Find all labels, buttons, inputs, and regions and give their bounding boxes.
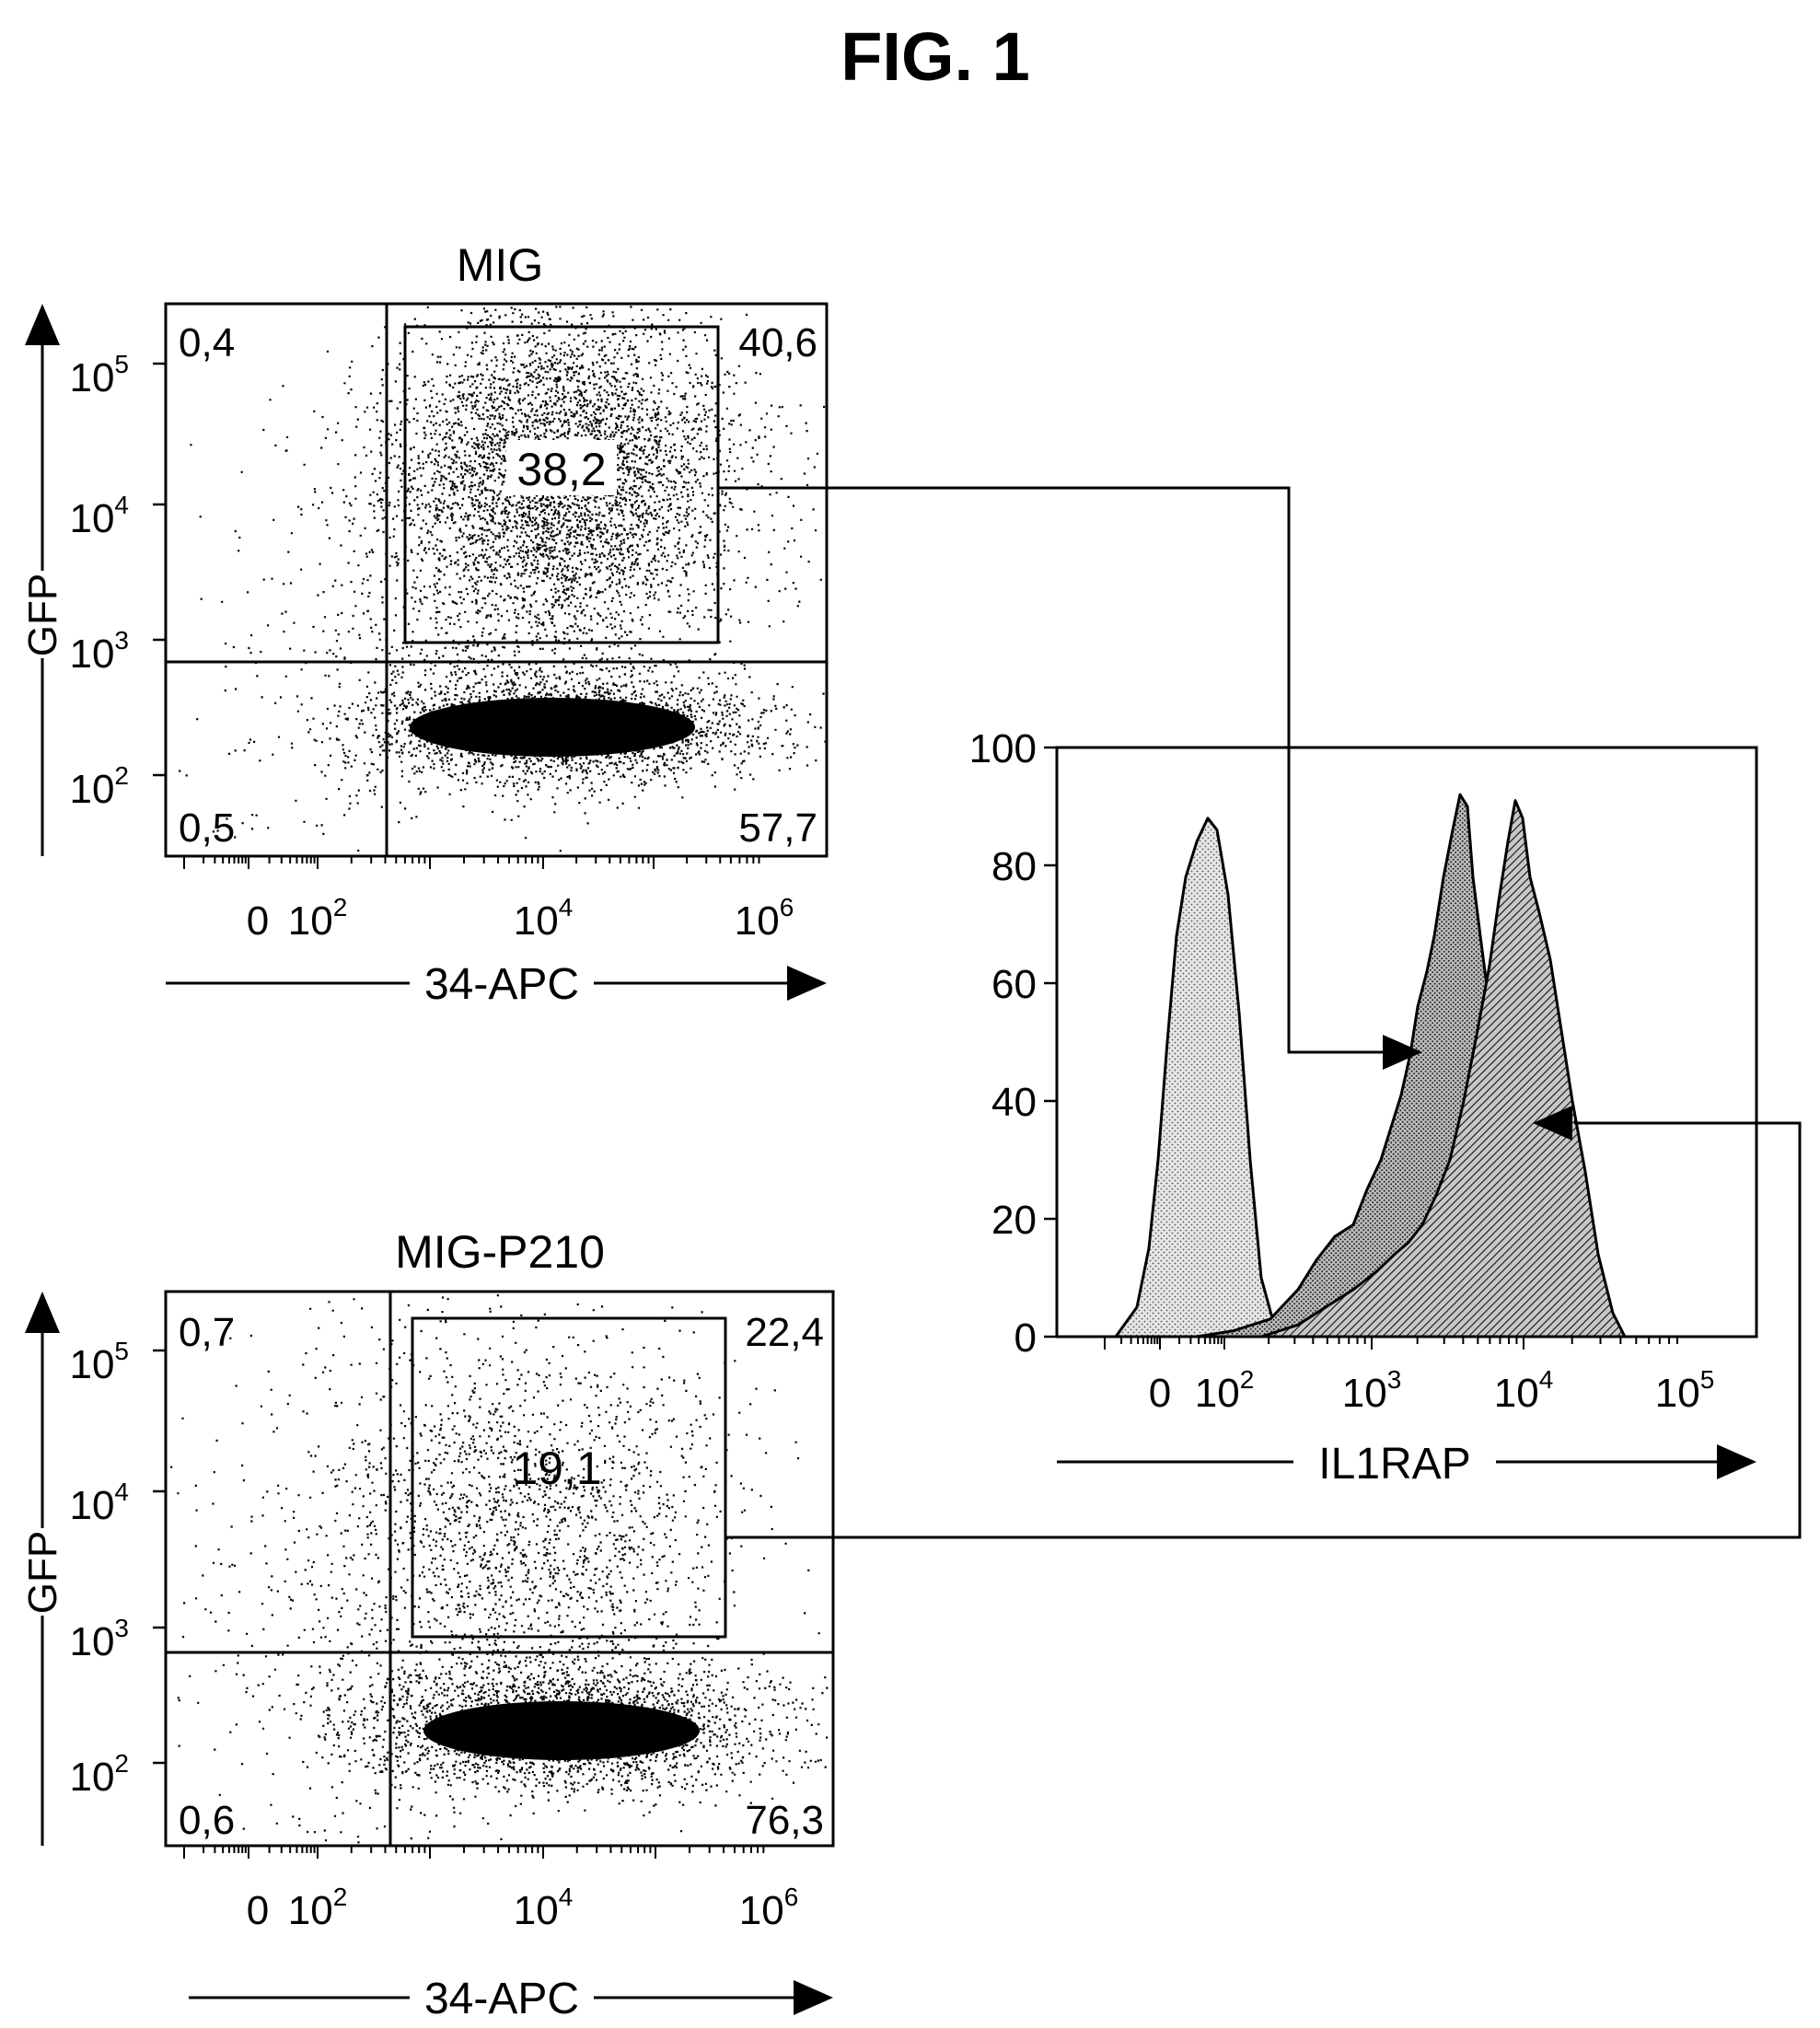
x-ticks-mig-p210 — [183, 1846, 765, 1859]
y-tick-label: 104 — [69, 491, 129, 541]
x-tick-labels-mig-p210: 0 102 104 106 — [247, 1883, 799, 1933]
plot-frame-mig — [164, 302, 829, 858]
quadrant-lr-mig: 57,7 — [738, 805, 817, 851]
x-tick-label: 102 — [1195, 1365, 1255, 1416]
x-axis-arrowhead-mig — [787, 966, 827, 1001]
y-tick-label: 104 — [69, 1478, 129, 1528]
y-axis-arrowhead-mig — [25, 304, 60, 345]
x-ticks-mig — [183, 856, 760, 869]
y-tick-label: 105 — [69, 350, 129, 400]
quadrant-ul-mig-p210: 0,7 — [179, 1310, 235, 1355]
gate-label-bg-mig — [506, 440, 617, 495]
y-tick-label: 103 — [69, 1614, 129, 1664]
histogram-x-axis-arrowhead — [1717, 1444, 1756, 1479]
figure-title: FIG. 1 — [840, 18, 1030, 95]
y-ticks-mig — [153, 362, 166, 777]
gate-label-mig-p210: 19,1 — [512, 1443, 601, 1494]
gate-box-mig-p210 — [411, 1316, 727, 1639]
histogram-series — [1114, 793, 1627, 1338]
y-tick-labels-mig-p210: 105 104 103 102 — [69, 1337, 129, 1800]
ylabel-bg-mig-p210 — [22, 1528, 63, 1616]
quadrant-lr-mig-p210: 76,3 — [745, 1798, 824, 1843]
y-tick-label: 80 — [991, 844, 1037, 889]
histogram-x-ticks — [1104, 1337, 1678, 1350]
x-tick-label: 104 — [514, 893, 574, 944]
y-tick-label: 100 — [969, 726, 1037, 771]
connector-mig-to-histogram — [718, 486, 1385, 1054]
y-axis-label-mig-p210: GFP — [20, 1531, 65, 1614]
histogram-x-axis-label: IL1RAP — [1318, 1440, 1470, 1489]
scatter-point-cluster — [178, 1318, 527, 1840]
y-tick-label: 102 — [69, 761, 129, 812]
xlabel-bg-mig-p210 — [410, 1965, 594, 2025]
x-tick-label: 106 — [735, 893, 794, 944]
xlabel-bg-mig — [410, 953, 594, 1013]
x-tick-label: 105 — [1655, 1365, 1715, 1416]
histogram-y-ticks: 0 20 40 60 80 100 — [969, 726, 1057, 1361]
ylabel-bg-mig — [22, 571, 63, 658]
y-tick-label: 103 — [69, 626, 129, 677]
x-axis-label-mig: 34-APC — [424, 960, 579, 1009]
scatter-point-cluster — [214, 1614, 829, 1833]
gate-label-mig: 38,2 — [516, 444, 606, 495]
histogram-series-1 — [1114, 817, 1287, 1338]
plot-title-mig: MIG — [457, 239, 543, 291]
scatter-point-cluster — [238, 306, 746, 852]
connector-arrowhead-mig — [1383, 1035, 1422, 1070]
x-tick-label: 104 — [514, 1883, 574, 1933]
connector-mig-p210-to-histogram — [725, 1121, 1802, 1539]
quadrant-ul-mig: 0,4 — [179, 320, 235, 365]
histogram-x-tick-labels: 0 102 103 104 105 — [1149, 1365, 1715, 1416]
y-tick-label: 0 — [1014, 1315, 1037, 1361]
x-axis-label-mig-p210: 34-APC — [424, 1975, 579, 2023]
y-tick-label: 102 — [69, 1749, 129, 1800]
x-tick-label: 102 — [288, 1883, 348, 1933]
histogram-il1rap: 0 20 40 60 80 100 0 102 103 104 105 IL1RAP — [969, 726, 1758, 1491]
y-tick-labels-mig: 105 104 103 102 — [69, 350, 129, 812]
x-axis-arrowhead-mig-p210 — [794, 1980, 833, 2015]
x-tick-labels-mig: 0 102 104 106 — [247, 893, 794, 944]
connector-arrowhead-mig-p210 — [1533, 1106, 1572, 1141]
y-tick-label: 40 — [991, 1080, 1037, 1125]
x-tick-label: 102 — [288, 893, 348, 944]
quadrant-ll-mig: 0,5 — [179, 805, 235, 851]
y-axis-arrowhead-mig-p210 — [25, 1292, 60, 1333]
scatter-points-mig — [179, 306, 827, 852]
dot-plot-mig: MIG 38,2 0,4 40,6 0,5 57,7 105 104 103 1… — [20, 239, 829, 1013]
x-tick-label: 0 — [247, 898, 269, 944]
gate-box-mig — [403, 325, 720, 644]
y-tick-label: 20 — [991, 1198, 1037, 1243]
quadrant-ur-mig-p210: 22,4 — [745, 1310, 824, 1355]
quadrant-ur-mig: 40,6 — [738, 320, 817, 365]
y-axis-label-mig: GFP — [20, 574, 65, 656]
hist-xlabel-bg — [1293, 1431, 1496, 1491]
y-tick-label: 105 — [69, 1337, 129, 1387]
x-tick-label: 0 — [1149, 1371, 1171, 1416]
x-tick-label: 103 — [1342, 1365, 1402, 1416]
plot-frame-mig-p210 — [164, 1290, 835, 1848]
x-tick-label: 106 — [739, 1883, 799, 1933]
histogram-series-3 — [1259, 799, 1627, 1338]
scatter-points-mig-p210 — [170, 1294, 829, 1844]
scatter-point-cluster — [234, 615, 827, 821]
y-tick-label: 60 — [991, 962, 1037, 1007]
x-tick-label: 0 — [247, 1888, 269, 1933]
y-ticks-mig-p210 — [153, 1349, 166, 1765]
plot-title-mig-p210: MIG-P210 — [395, 1226, 605, 1278]
quadrant-ll-mig-p210: 0,6 — [179, 1798, 235, 1843]
histogram-frame — [1055, 746, 1758, 1338]
scatter-point-cluster — [190, 306, 826, 767]
x-tick-label: 104 — [1494, 1365, 1554, 1416]
scatter-point-cluster — [179, 363, 451, 852]
dot-plot-mig-p210: MIG-P210 19,1 0,7 22,4 0,6 76,3 105 104 … — [20, 1226, 835, 2025]
